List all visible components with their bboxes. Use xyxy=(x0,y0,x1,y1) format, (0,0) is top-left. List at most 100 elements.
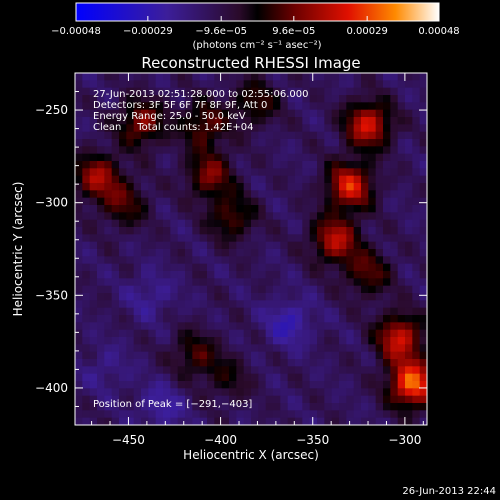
heatmap-cell xyxy=(185,337,193,345)
heatmap-cell xyxy=(111,234,120,243)
heatmap-cell xyxy=(331,117,340,125)
heatmap-cell xyxy=(251,381,259,389)
heatmap-cell xyxy=(221,205,230,213)
heatmap-cell xyxy=(199,373,208,382)
heatmap-cell xyxy=(412,131,421,140)
heatmap-cell xyxy=(258,190,267,199)
heatmap-cell xyxy=(405,395,413,404)
heatmap-cell xyxy=(185,256,193,265)
heatmap-cell xyxy=(383,205,391,213)
heatmap-cell xyxy=(273,153,281,162)
heatmap-cell xyxy=(119,73,127,81)
heatmap-cell xyxy=(280,161,289,169)
heatmap-cell xyxy=(236,366,245,375)
heatmap-cell xyxy=(214,175,223,184)
heatmap-cell xyxy=(287,329,296,338)
heatmap-cell xyxy=(104,109,113,118)
heatmap-cell xyxy=(361,87,369,96)
heatmap-cell xyxy=(339,293,347,301)
heatmap-cell xyxy=(368,219,377,228)
heatmap-cell xyxy=(148,403,157,411)
heatmap-cell xyxy=(405,139,413,147)
heatmap-cell xyxy=(236,300,245,309)
heatmap-cell xyxy=(243,161,252,169)
heatmap-cell xyxy=(280,256,289,265)
heatmap-cell xyxy=(412,139,421,147)
heatmap-cell xyxy=(265,168,274,177)
heatmap-cell xyxy=(353,124,362,133)
heatmap-cell xyxy=(199,300,208,309)
heatmap-cell xyxy=(331,95,340,103)
heatmap-cell xyxy=(295,388,303,397)
heatmap-cell xyxy=(339,124,347,133)
heatmap-cell xyxy=(185,146,193,155)
heatmap-cell xyxy=(126,241,135,250)
heatmap-cell xyxy=(390,212,399,221)
heatmap-cell xyxy=(390,359,399,367)
heatmap-cell xyxy=(309,403,318,411)
heatmap-cell xyxy=(82,124,91,133)
heatmap-cell xyxy=(405,161,413,169)
heatmap-cell xyxy=(177,285,186,294)
heatmap-cell xyxy=(397,168,406,177)
heatmap-cell xyxy=(265,263,274,272)
heatmap-cell xyxy=(383,373,391,382)
heatmap-cell xyxy=(82,153,91,162)
heatmap-cell xyxy=(75,241,83,250)
heatmap-cell xyxy=(302,117,311,125)
heatmap-cell xyxy=(207,117,215,125)
heatmap-cell xyxy=(339,344,347,353)
heatmap-cell xyxy=(141,322,149,331)
heatmap-cell xyxy=(111,337,120,345)
heatmap-cell xyxy=(412,234,421,243)
heatmap-cell xyxy=(155,388,164,397)
heatmap-cell xyxy=(89,190,98,199)
heatmap-cell xyxy=(221,168,230,177)
heatmap-cell xyxy=(368,403,377,411)
heatmap-cell xyxy=(126,373,135,382)
heatmap-cell xyxy=(361,373,369,382)
heatmap-cell xyxy=(309,219,318,228)
heatmap-cell xyxy=(177,395,186,404)
heatmap-cell xyxy=(405,146,413,155)
heatmap-cell xyxy=(331,146,340,155)
heatmap-cell xyxy=(243,249,252,257)
heatmap-cell xyxy=(368,417,377,425)
heatmap-cell xyxy=(97,293,105,301)
heatmap-cell xyxy=(148,205,157,213)
heatmap-cell xyxy=(97,87,105,96)
heatmap-cell xyxy=(170,175,179,184)
heatmap-cell xyxy=(346,131,355,140)
heatmap-cell xyxy=(163,153,171,162)
heatmap-cell xyxy=(199,329,208,338)
heatmap-cell xyxy=(177,329,186,338)
heatmap-cell xyxy=(243,285,252,294)
heatmap-cell xyxy=(397,102,406,111)
heatmap-cell xyxy=(221,131,230,140)
heatmap-cell xyxy=(397,234,406,243)
heatmap-cell xyxy=(412,285,421,294)
heatmap-cell xyxy=(331,131,340,140)
heatmap-cell xyxy=(104,175,113,184)
heatmap-cell xyxy=(295,183,303,191)
heatmap-cell xyxy=(126,219,135,228)
heatmap-cell xyxy=(214,249,223,257)
heatmap-cell xyxy=(148,153,157,162)
heatmap-cell xyxy=(346,337,355,345)
heatmap-cell xyxy=(331,373,340,382)
heatmap-cell xyxy=(221,373,230,382)
heatmap-cell xyxy=(221,87,230,96)
heatmap-cell xyxy=(251,271,259,279)
heatmap-cell xyxy=(177,278,186,287)
heatmap-cell xyxy=(295,131,303,140)
heatmap-cell xyxy=(97,153,105,162)
heatmap-cell xyxy=(309,102,318,111)
heatmap-cell xyxy=(353,241,362,250)
heatmap-cell xyxy=(126,381,135,389)
heatmap-cell xyxy=(361,307,369,316)
heatmap-cell xyxy=(133,329,142,338)
heatmap-cell xyxy=(155,146,164,155)
heatmap-cell xyxy=(397,285,406,294)
heatmap-cell xyxy=(199,117,208,125)
heatmap-cell xyxy=(346,417,355,425)
